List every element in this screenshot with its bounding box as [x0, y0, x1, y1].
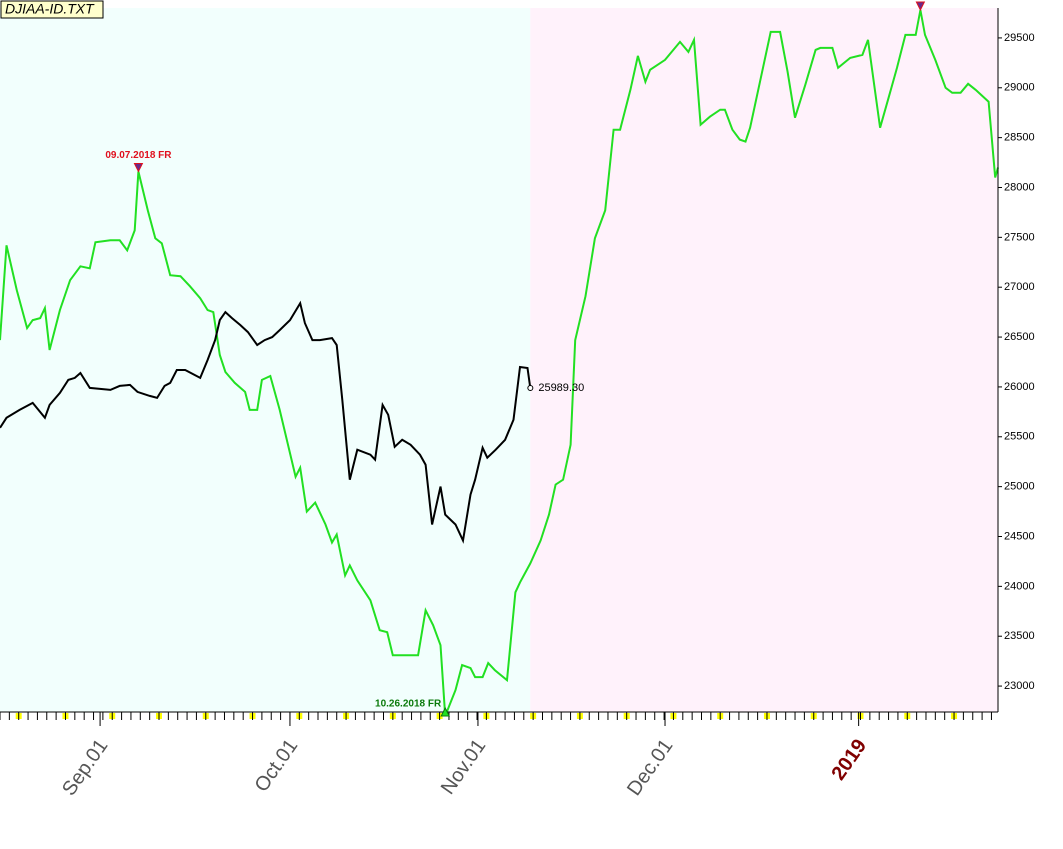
- y-tick-label: 28000: [1004, 181, 1035, 193]
- high-marker: [133, 163, 144, 173]
- y-tick-label: 28500: [1004, 132, 1035, 144]
- x-tick-label: Oct.01: [251, 735, 303, 796]
- high-label: 09.07.2018 FR: [105, 150, 172, 161]
- plot-area: [0, 8, 999, 717]
- y-tick-label: 24500: [1004, 530, 1035, 542]
- x-tick-label: 2019: [828, 735, 872, 784]
- y-tick-label: 29500: [1004, 32, 1035, 44]
- y-tick-label: 26500: [1004, 331, 1035, 343]
- y-tick-label: 25500: [1004, 431, 1035, 443]
- series-line: [0, 300, 532, 544]
- y-tick-label: 25000: [1004, 481, 1035, 493]
- chart-title: DJIAA-ID.TXT: [5, 1, 95, 17]
- high-marker: [915, 1, 926, 12]
- last-value-marker: [527, 384, 534, 391]
- title-box: [0, 0, 104, 19]
- y-tick-label: 27000: [1004, 281, 1035, 293]
- y-tick-label: 27500: [1004, 231, 1035, 243]
- y-tick-label: 26000: [1004, 381, 1035, 393]
- x-tick-label: Dec.01: [623, 735, 677, 800]
- series-line: [0, 9, 999, 717]
- last-value-label: 25989.30: [538, 382, 584, 394]
- y-tick-label: 23500: [1004, 630, 1035, 642]
- low-marker: [440, 706, 451, 717]
- low-label: 10.26.2018 FR: [375, 699, 442, 710]
- y-tick-label: 23000: [1004, 680, 1035, 692]
- x-tick-label: Sep.01: [58, 735, 112, 800]
- x-tick-label: Nov.01: [437, 735, 491, 798]
- background-region: [530, 8, 998, 712]
- background-region: [0, 8, 531, 712]
- y-tick-label: 24000: [1004, 580, 1035, 592]
- y-tick-label: 29000: [1004, 82, 1035, 94]
